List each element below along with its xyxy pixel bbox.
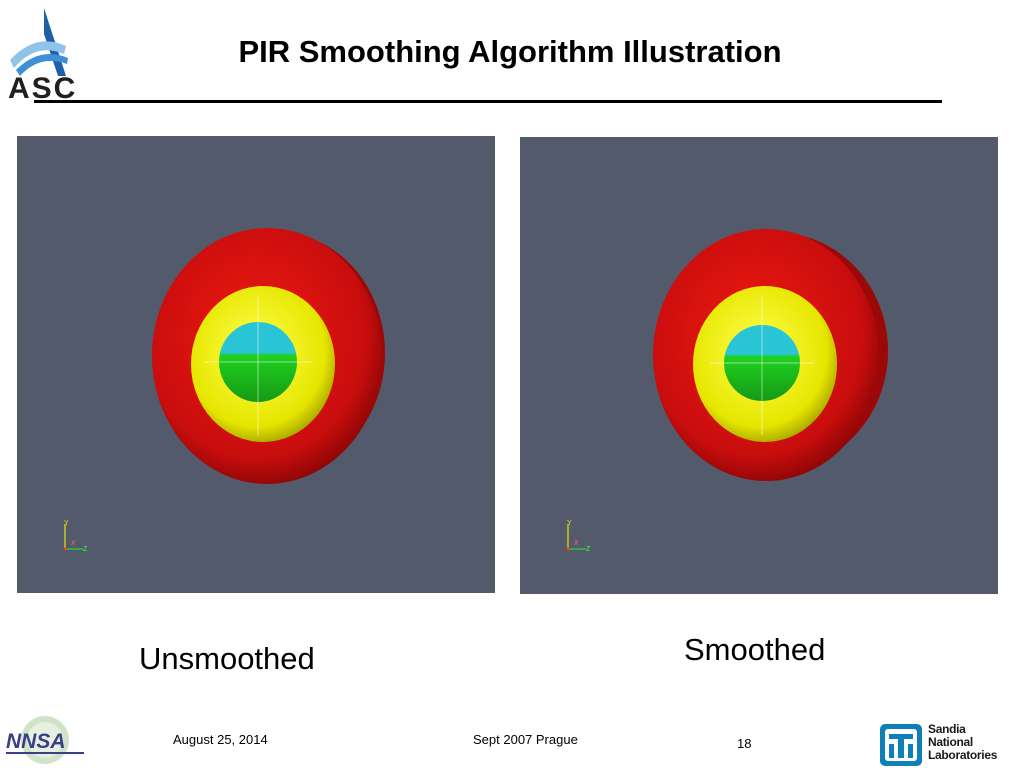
page-number: 18 [737,736,752,751]
unsmoothed-caption: Unsmoothed [139,641,315,676]
axis-label-x: X [574,540,579,547]
orientation-axes: Y X Z [566,520,591,553]
smoothed-caption: Smoothed [684,632,826,667]
footer-event: Sept 2007 Prague [473,732,578,747]
sandia-line-1: Sandia [928,722,966,736]
mesh-axis-lines [205,296,312,436]
sandia-logo-text: Sandia National Laboratories [928,723,997,762]
unsmoothed-render-panel: Y X Z [17,136,495,593]
axis-label-z: Z [83,546,88,553]
footer-date: August 25, 2014 [173,732,268,747]
axis-label-x: X [71,540,76,547]
mesh-axis-lines [710,297,814,435]
orientation-axes: Y X Z [63,520,88,553]
sandia-line-2: National [928,735,973,749]
title-divider [34,100,942,103]
smoothed-render-panel: Y X Z [520,137,998,594]
sandia-logo [878,722,992,768]
axis-label-y: Y [567,520,572,527]
asc-logo: ASC [8,8,77,102]
asc-logo-text: ASC [8,72,77,102]
slide-title: PIR Smoothing Algorithm Illustration [238,34,782,69]
nnsa-logo: NNSA [6,716,84,764]
axis-label-y: Y [64,520,69,527]
nnsa-logo-text: NNSA [6,730,66,753]
sandia-line-3: Laboratories [928,748,998,762]
axis-label-z: Z [586,546,591,553]
